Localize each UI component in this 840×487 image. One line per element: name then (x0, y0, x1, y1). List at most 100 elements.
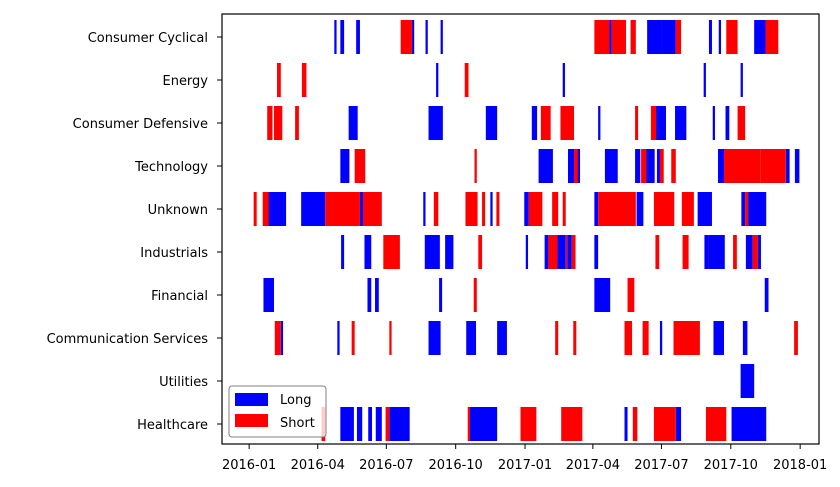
plot-frame (221, 13, 820, 445)
bar-short-consumer-defensive-13 (540, 106, 551, 140)
y-tick-label-consumer-defensive: Consumer Defensive (73, 117, 208, 132)
bar-short-industrials-46 (655, 235, 660, 269)
bar-short-unknown-39 (681, 192, 694, 226)
bar-long-industrials-59 (757, 235, 761, 269)
bar-short-healthcare-63 (467, 407, 470, 441)
x-tick-label-2016-07: 2016-07 (359, 458, 413, 473)
bar-short-unknown-27 (262, 192, 269, 226)
bar-short-consumer-defensive-15 (635, 106, 639, 140)
y-tick-label-communication-services: Communication Services (47, 332, 209, 347)
bar-long-industrials-56 (704, 235, 709, 269)
bar-long-consumer-cyclical-10 (718, 20, 722, 54)
bar-long-financial-63 (439, 278, 443, 312)
bar-long-consumer-defensive-17 (428, 106, 443, 140)
bar-long-technology-25 (340, 149, 350, 183)
bar-short-unknown-34 (528, 192, 543, 226)
bar-long-unknown-37 (301, 192, 326, 226)
bar-long-healthcare-76 (356, 407, 363, 441)
bar-short-technology-21 (641, 149, 647, 183)
bar-long-healthcare-82 (675, 407, 682, 441)
bar-short-technology-24 (724, 149, 761, 183)
bar-short-consumer-cyclical-2 (611, 20, 627, 54)
bar-long-technology-28 (577, 149, 581, 183)
bar-long-unknown-36 (265, 192, 287, 226)
bar-short-technology-19 (474, 149, 477, 183)
bar-long-consumer-cyclical-2 (356, 20, 360, 54)
bar-long-healthcare-79 (389, 407, 410, 441)
bar-short-communication-services-55 (555, 321, 559, 355)
bar-long-technology-27 (567, 149, 575, 183)
bar-short-healthcare-64 (520, 407, 537, 441)
bar-short-consumer-defensive-11 (274, 106, 283, 140)
x-tick-label-2016-10: 2016-10 (429, 458, 483, 473)
bar-long-communication-services-66 (280, 321, 284, 355)
bar-long-technology-30 (635, 149, 641, 183)
bar-short-financial-51 (627, 278, 635, 312)
bar-short-communication-services-60 (794, 321, 798, 355)
bar-long-industrials-54 (567, 235, 572, 269)
bar-short-industrials-48 (733, 235, 737, 269)
bar-long-healthcare-77 (368, 407, 372, 441)
bar-short-energy-7 (277, 63, 281, 97)
bar-short-technology-25 (760, 149, 786, 183)
bar-short-healthcare-65 (561, 407, 583, 441)
bar-long-utilities-74 (740, 364, 755, 398)
bar-short-healthcare-68 (705, 407, 727, 441)
y-tick-label-unknown: Unknown (148, 203, 208, 218)
bar-long-communication-services-70 (497, 321, 507, 355)
x-tick-label-2018-01: 2018-01 (773, 458, 827, 473)
bar-short-technology-23 (671, 149, 676, 183)
bar-long-consumer-cyclical-3 (411, 20, 415, 54)
bar-long-financial-62 (375, 278, 379, 312)
bar-long-technology-34 (785, 149, 790, 183)
bar-long-consumer-defensive-19 (531, 106, 538, 140)
bar-short-industrials-41 (383, 235, 400, 269)
bar-short-communication-services-54 (389, 321, 392, 355)
bar-short-unknown-35 (552, 192, 559, 226)
bar-short-consumer-defensive-12 (295, 106, 299, 140)
bar-long-industrials-58 (745, 235, 753, 269)
bar-short-consumer-defensive-14 (560, 106, 575, 140)
bar-short-healthcare-67 (653, 407, 676, 441)
bar-short-consumer-cyclical-0 (400, 20, 412, 54)
bar-short-consumer-defensive-10 (267, 106, 273, 140)
x-tick-label-2017-04: 2017-04 (566, 458, 620, 473)
legend: Long Short (228, 385, 327, 438)
bar-long-consumer-cyclical-8 (661, 20, 676, 54)
y-axis: Consumer Cyclical Energy Consumer Defensiv… (47, 31, 222, 433)
bar-short-technology-20 (574, 149, 578, 183)
bar-long-energy-13 (562, 63, 565, 97)
bar-short-unknown-38 (653, 192, 675, 226)
y-tick-label-healthcare: Healthcare (137, 418, 208, 433)
bar-long-financial-60 (263, 278, 275, 312)
bar-short-industrials-49 (752, 235, 758, 269)
bar-long-healthcare-75 (340, 407, 354, 441)
bar-long-healthcare-81 (624, 407, 628, 441)
bar-long-technology-29 (604, 149, 618, 183)
x-tick-label-2017-01: 2017-01 (498, 458, 552, 473)
bar-long-industrials-55 (594, 235, 599, 269)
bar-long-consumer-defensive-22 (675, 106, 687, 140)
bar-long-healthcare-78 (375, 407, 382, 441)
x-axis: 2016-01 2016-04 2016-07 2016-10 2017-01 2017-… (222, 444, 827, 473)
bar-short-unknown-33 (496, 192, 500, 226)
bar-short-unknown-37 (598, 192, 636, 226)
bar-long-technology-31 (645, 149, 655, 183)
bar-long-consumer-cyclical-7 (647, 20, 662, 54)
bar-short-unknown-32 (482, 192, 486, 226)
bar-long-healthcare-80 (470, 407, 498, 441)
bar-short-energy-8 (301, 63, 307, 97)
x-tick-label-2017-07: 2017-07 (634, 458, 688, 473)
bar-long-consumer-defensive-21 (654, 106, 666, 140)
bar-short-unknown-31 (465, 192, 478, 226)
bar-short-energy-9 (464, 63, 469, 97)
bar-short-communication-services-59 (673, 321, 700, 355)
bar-long-consumer-cyclical-5 (440, 20, 443, 54)
bar-short-technology-18 (354, 149, 366, 183)
bar-short-unknown-26 (253, 192, 257, 226)
bar-short-communication-services-57 (624, 321, 633, 355)
bar-long-industrials-52 (544, 235, 549, 269)
legend-swatch-long (235, 393, 268, 406)
bar-long-financial-61 (367, 278, 372, 312)
